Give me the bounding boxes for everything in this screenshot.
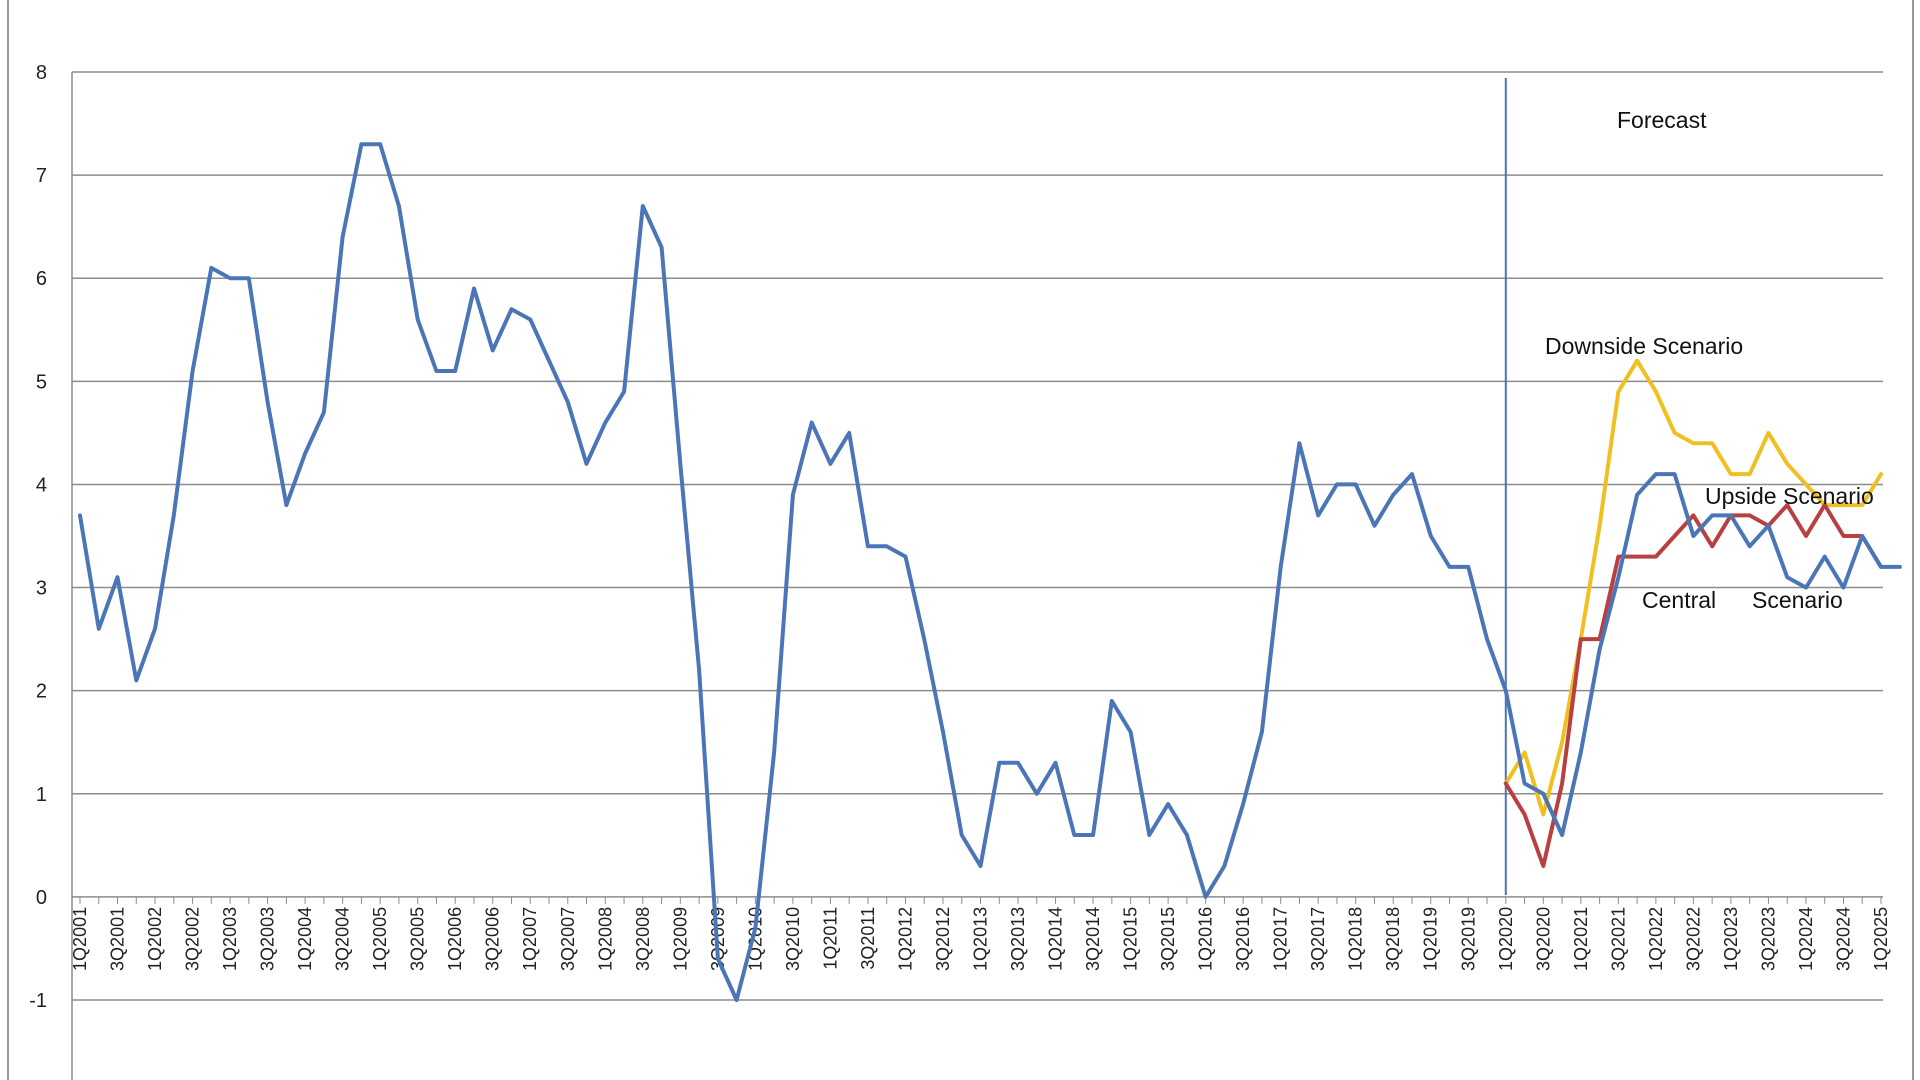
historical-central-series-line — [78, 142, 1902, 1002]
x-tick-label: 3Q2023 — [1758, 907, 1778, 971]
y-tick-label: 8 — [36, 62, 47, 84]
y-tick-label: -1 — [29, 990, 47, 1012]
x-tick-label: 1Q2023 — [1721, 907, 1741, 971]
y-tick-label: 2 — [36, 681, 47, 703]
x-tick-label: 1Q2004 — [295, 907, 315, 971]
x-tick-label: 3Q2017 — [1308, 907, 1328, 971]
x-tick-label: 1Q2018 — [1346, 907, 1366, 971]
x-tick-label: 3Q2015 — [1158, 907, 1178, 971]
x-tick-label: 1Q2008 — [595, 907, 615, 971]
x-tick-label: 1Q2012 — [895, 907, 915, 971]
x-tick-label: 1Q2011 — [820, 907, 840, 970]
forecast-annotation: Forecast — [1617, 107, 1707, 133]
x-tick-label: 3Q2016 — [1233, 907, 1253, 971]
x-tick-label: 1Q2009 — [670, 907, 690, 971]
series-lines — [78, 142, 1902, 1002]
x-tick-label: 3Q2012 — [933, 907, 953, 971]
x-tick-label: 1Q2016 — [1196, 907, 1216, 971]
x-tick-label: 3Q2004 — [333, 907, 353, 971]
x-tick-label: 1Q2021 — [1571, 907, 1591, 971]
central-scenario-label: Scenario — [1752, 587, 1843, 613]
x-tick-label: 3Q2019 — [1458, 907, 1478, 971]
y-tick-label: 3 — [36, 578, 47, 600]
x-tick-label: 3Q2008 — [633, 907, 653, 971]
central-label: Central — [1642, 587, 1716, 613]
x-tick-label: 3Q2021 — [1608, 907, 1628, 971]
x-tick-label: 1Q2022 — [1646, 907, 1666, 971]
x-tick-label: 1Q2007 — [520, 907, 540, 971]
y-tick-label: 5 — [36, 371, 47, 393]
y-tick-label: 1 — [36, 784, 47, 806]
x-tick-label: 1Q2002 — [145, 907, 165, 971]
y-axis: 8 7 6 5 4 3 2 1 0 -1 — [29, 62, 73, 1080]
x-tick-label: 1Q2006 — [445, 907, 465, 971]
downside-series-line — [1503, 358, 1883, 817]
x-tick-label: 3Q2006 — [483, 907, 503, 971]
x-axis: 1Q2001 3Q2001 1Q2002 3Q2002 1Q2003 3Q2003 1Q20… — [70, 896, 1891, 971]
y-tick-label: 6 — [36, 268, 47, 290]
x-tick-label: 1Q2005 — [370, 907, 390, 971]
x-tick-label: 3Q2014 — [1083, 907, 1103, 971]
x-tick-label: 3Q2002 — [183, 907, 203, 971]
x-tick-label: 3Q2010 — [783, 907, 803, 971]
x-tick-label: 3Q2024 — [1833, 907, 1853, 971]
gridlines — [72, 71, 1883, 1001]
x-tick-label: 3Q2001 — [108, 907, 128, 971]
x-tick-label: 1Q2014 — [1046, 907, 1066, 971]
x-tick-label: 1Q2003 — [220, 907, 240, 971]
y-tick-label: 0 — [36, 887, 47, 909]
x-tick-label: 3Q2003 — [258, 907, 278, 971]
x-tick-label: 3Q2018 — [1383, 907, 1403, 971]
x-tick-label: 3Q2005 — [408, 907, 428, 971]
upside-scenario-label: Upside Scenario — [1705, 483, 1874, 509]
x-tick-label: 1Q2024 — [1796, 907, 1816, 971]
x-tick-label: 1Q2019 — [1421, 907, 1441, 971]
x-tick-label: 1Q2017 — [1271, 907, 1291, 971]
x-tick-label: 1Q2015 — [1121, 907, 1141, 971]
upside-series-line — [1503, 503, 1883, 868]
downside-scenario-label: Downside Scenario — [1545, 333, 1743, 359]
y-tick-label: 7 — [36, 165, 47, 187]
x-tick-label: 1Q2013 — [971, 907, 991, 971]
x-tick-label: 1Q2001 — [70, 907, 90, 971]
x-tick-label: 1Q2020 — [1496, 907, 1516, 971]
x-tick-label: 3Q2011 — [858, 907, 878, 970]
x-tick-label: 3Q2020 — [1533, 907, 1553, 971]
x-tick-label: 1Q2025 — [1871, 907, 1891, 971]
y-tick-label: 4 — [36, 474, 47, 496]
x-tick-label: 3Q2007 — [558, 907, 578, 971]
x-tick-label: 3Q2013 — [1008, 907, 1028, 971]
x-tick-label: 3Q2022 — [1683, 907, 1703, 971]
